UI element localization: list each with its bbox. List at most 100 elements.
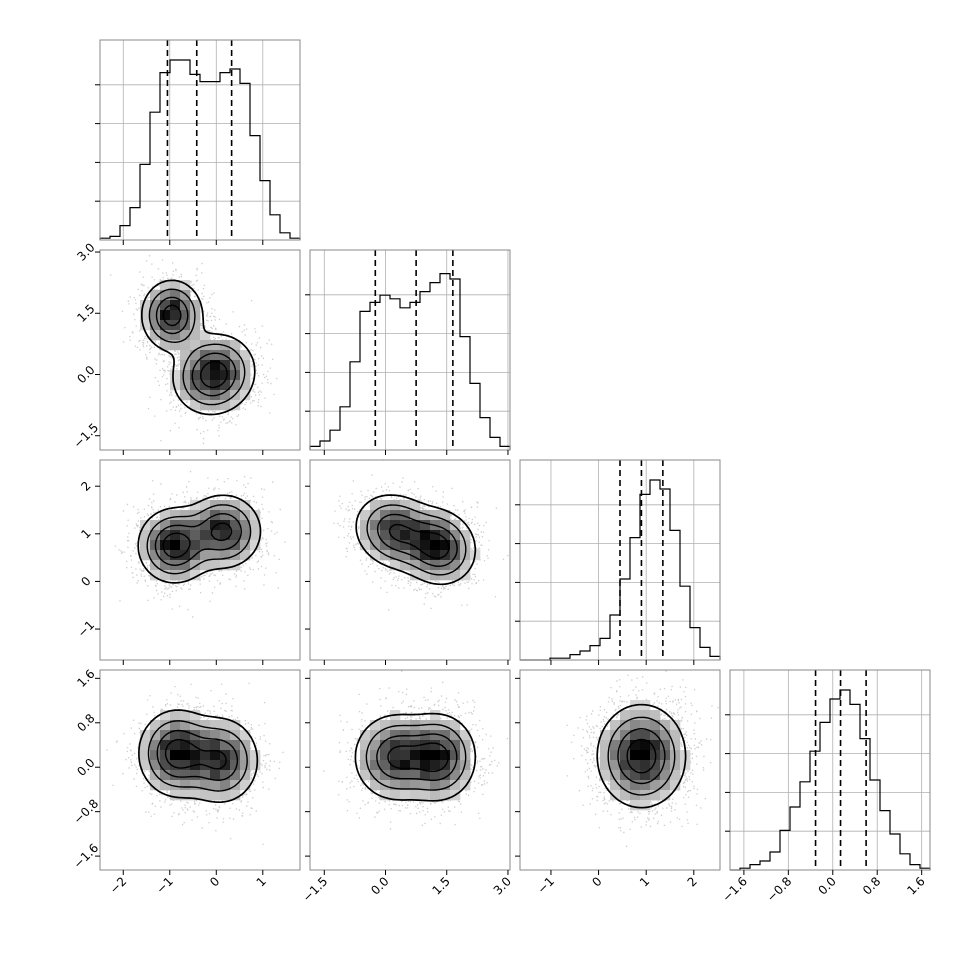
- density-cell: [240, 530, 251, 541]
- density-cell: [170, 530, 181, 541]
- panel-background: [100, 40, 300, 240]
- density-cell: [430, 760, 441, 771]
- density-cell: [240, 780, 251, 791]
- x-tick-label: −1.6: [720, 874, 751, 905]
- density-cell: [170, 510, 181, 521]
- y-tick-label: −1: [75, 618, 97, 640]
- density-cell: [200, 770, 211, 781]
- density-cell: [390, 770, 401, 781]
- histogram-panel-3: [729, 669, 931, 871]
- density-cell: [620, 720, 631, 731]
- density-cell: [650, 740, 661, 751]
- density-cell: [170, 280, 181, 291]
- density-cell: [180, 510, 191, 521]
- density-cell: [670, 720, 681, 731]
- density-cell: [620, 760, 631, 771]
- panel-frame: [729, 669, 931, 871]
- density-cell: [650, 790, 661, 801]
- density-cell: [610, 770, 621, 781]
- density-cell: [240, 380, 251, 391]
- density-cell: [640, 710, 651, 721]
- density-cell: [150, 320, 161, 331]
- density-cell: [410, 740, 421, 751]
- density-cell: [440, 730, 451, 741]
- density-cell: [230, 340, 241, 351]
- density-contour: [147, 720, 248, 792]
- panel-frame: [519, 669, 721, 871]
- scatter-panel-2-0: [100, 460, 300, 660]
- density-cell: [160, 740, 171, 751]
- density-cell: [200, 750, 211, 761]
- density-cell: [240, 390, 251, 401]
- density-cell: [220, 390, 231, 401]
- density-cell: [650, 780, 661, 791]
- x-tick-label: 0: [589, 874, 604, 889]
- density-cell: [420, 740, 431, 751]
- density-cell: [220, 770, 231, 781]
- density-cell: [210, 530, 221, 541]
- density-cell: [610, 730, 621, 741]
- density-cell: [390, 720, 401, 731]
- density-cell: [220, 360, 231, 371]
- density-cell: [150, 550, 161, 561]
- density-cell: [160, 310, 171, 321]
- density-cell: [250, 540, 261, 551]
- density-cell: [670, 730, 681, 741]
- x-tick-label: 1: [637, 874, 652, 889]
- density-cell: [190, 750, 201, 761]
- y-tick-label: 0.8: [74, 711, 97, 734]
- density-cell: [180, 370, 191, 381]
- histogram-panel-1: [309, 249, 511, 451]
- density-cell: [150, 760, 161, 771]
- density-cell: [430, 780, 441, 791]
- density-cell: [360, 540, 371, 551]
- density-cell: [220, 380, 231, 391]
- density-cell: [630, 760, 641, 771]
- density-cell: [200, 790, 211, 801]
- density-cell: [650, 770, 661, 781]
- density-cell: [420, 790, 431, 801]
- density-cell: [160, 300, 171, 311]
- density-cell: [450, 740, 461, 751]
- density-cell: [380, 740, 391, 751]
- density-cell: [650, 760, 661, 771]
- panel-frame: [309, 249, 511, 451]
- density-cell: [210, 730, 221, 741]
- density-cell: [430, 770, 441, 781]
- density-cell: [140, 540, 151, 551]
- density-cell: [150, 290, 161, 301]
- density-cell: [230, 500, 241, 511]
- density-cell: [630, 770, 641, 781]
- density-cell: [160, 340, 171, 351]
- density-cell: [180, 750, 191, 761]
- density-cell: [460, 730, 471, 741]
- density-contour: [617, 728, 666, 785]
- density-cell: [240, 730, 251, 741]
- density-cell: [450, 780, 461, 791]
- density-cell: [430, 720, 441, 731]
- density-cell: [230, 760, 241, 771]
- density-cell: [400, 740, 411, 751]
- density-cell: [460, 530, 471, 541]
- density-cell: [200, 540, 211, 551]
- density-cell: [640, 750, 651, 761]
- density-cell: [670, 780, 681, 791]
- density-cell: [160, 520, 171, 531]
- density-cell: [180, 540, 191, 551]
- density-cell: [170, 730, 181, 741]
- density-contour: [138, 709, 259, 804]
- density-cell: [430, 710, 441, 721]
- density-cell: [630, 730, 641, 741]
- density-cell: [230, 720, 241, 731]
- panel-frame: [99, 669, 301, 871]
- density-cell: [190, 740, 201, 751]
- histogram-step-line: [730, 689, 931, 871]
- x-tick-label: 0.0: [815, 874, 838, 897]
- density-cell: [180, 340, 191, 351]
- density-cell: [400, 750, 411, 761]
- density-cell: [170, 550, 181, 561]
- scatter-panel-1-0: [100, 250, 300, 450]
- density-cell: [450, 530, 461, 541]
- density-cell: [190, 350, 201, 361]
- density-contour: [607, 716, 676, 796]
